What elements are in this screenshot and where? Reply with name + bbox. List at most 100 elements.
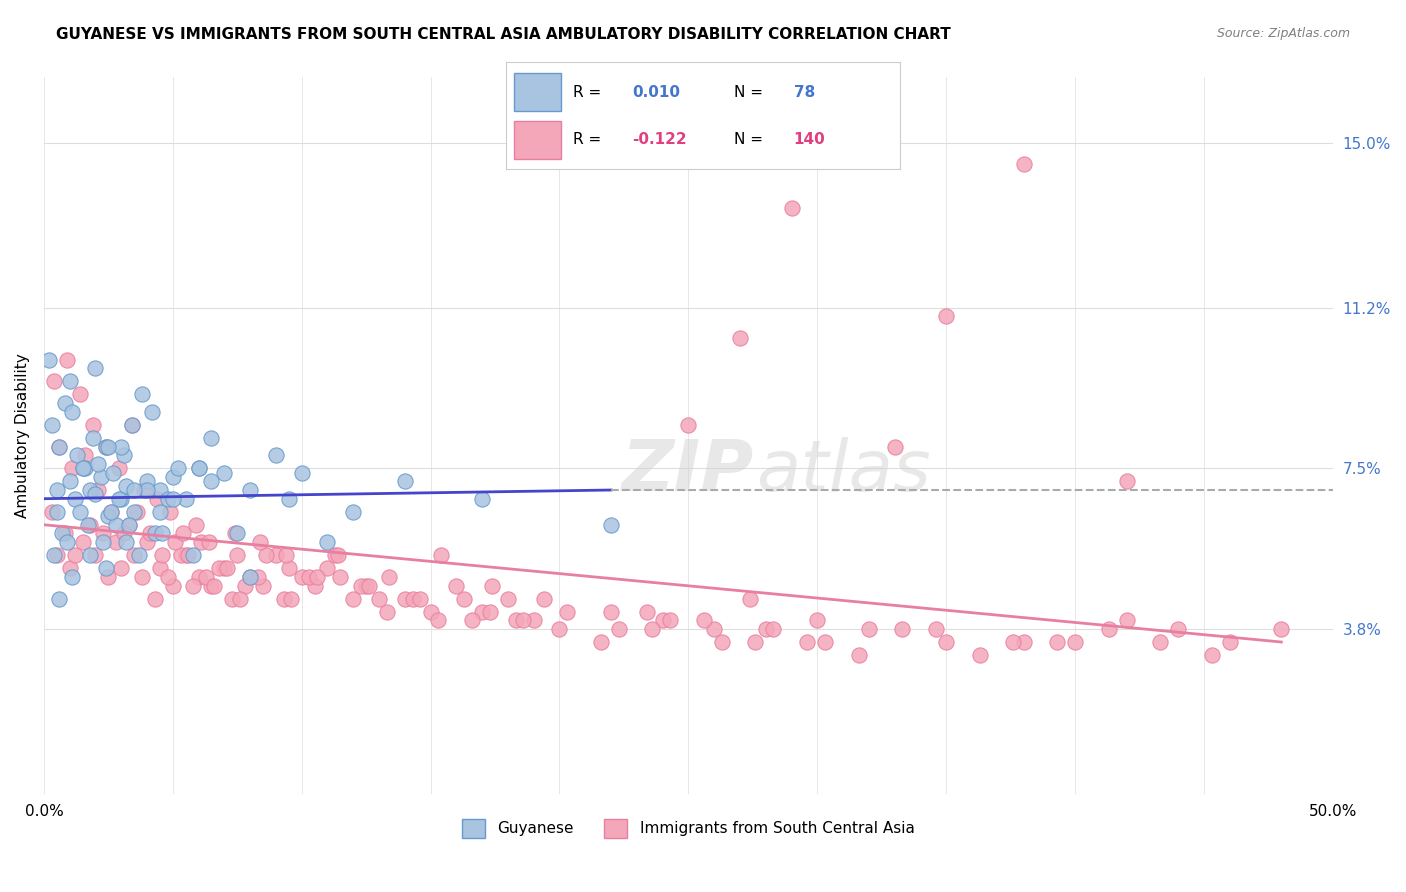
Point	[277, 491, 299, 506]
Point	[110, 440, 132, 454]
Point	[45, 483, 67, 497]
Point	[44, 548, 66, 562]
Point	[1219, 635, 1241, 649]
Point	[183, 578, 205, 592]
Point	[1046, 635, 1069, 649]
Point	[162, 491, 184, 506]
Point	[342, 591, 364, 606]
Point	[523, 613, 546, 627]
Point	[72, 461, 94, 475]
Point	[307, 570, 329, 584]
Point	[394, 591, 416, 606]
Point	[138, 526, 160, 541]
Point	[41, 505, 63, 519]
Point	[60, 405, 83, 419]
Point	[378, 570, 401, 584]
Point	[224, 526, 246, 541]
Point	[100, 505, 122, 519]
Point	[63, 548, 86, 562]
Point	[471, 605, 494, 619]
Point	[105, 517, 128, 532]
Point	[548, 622, 571, 636]
Y-axis label: Ambulatory Disability: Ambulatory Disability	[15, 353, 30, 518]
Point	[246, 570, 269, 584]
Point	[471, 491, 494, 506]
Point	[69, 387, 91, 401]
Point	[44, 375, 66, 389]
Point	[710, 635, 733, 649]
Point	[198, 535, 221, 549]
Point	[368, 591, 391, 606]
Point	[703, 622, 725, 636]
Point	[651, 613, 673, 627]
Point	[848, 648, 870, 662]
Point	[183, 548, 205, 562]
Point	[883, 440, 905, 454]
Point	[94, 440, 117, 454]
Text: GUYANESE VS IMMIGRANTS FROM SOUTH CENTRAL ASIA AMBULATORY DISABILITY CORRELATION: GUYANESE VS IMMIGRANTS FROM SOUTH CENTRA…	[56, 27, 950, 42]
Point	[744, 635, 766, 649]
Point	[316, 561, 339, 575]
Point	[60, 461, 83, 475]
Point	[121, 417, 143, 432]
Point	[100, 505, 122, 519]
Point	[239, 570, 262, 584]
Point	[814, 635, 837, 649]
Point	[56, 535, 79, 549]
Point	[190, 535, 212, 549]
Point	[277, 561, 299, 575]
Point	[329, 570, 352, 584]
Point	[94, 440, 117, 454]
Point	[291, 466, 314, 480]
Point	[200, 578, 222, 592]
Point	[481, 578, 503, 592]
Point	[600, 605, 623, 619]
Point	[200, 475, 222, 489]
Point	[1270, 622, 1292, 636]
Text: N =: N =	[734, 85, 768, 100]
Point	[453, 591, 475, 606]
Text: 78: 78	[793, 85, 815, 100]
Point	[56, 352, 79, 367]
Point	[97, 440, 120, 454]
Point	[187, 570, 209, 584]
Point	[323, 548, 346, 562]
Point	[94, 561, 117, 575]
Point	[84, 487, 107, 501]
Point	[59, 561, 82, 575]
Point	[48, 440, 70, 454]
Point	[146, 491, 169, 506]
Text: N =: N =	[734, 132, 768, 147]
Point	[136, 483, 159, 497]
Point	[87, 457, 110, 471]
Point	[1097, 622, 1119, 636]
Point	[419, 605, 441, 619]
Point	[208, 561, 231, 575]
Point	[156, 570, 179, 584]
Point	[107, 491, 129, 506]
Point	[394, 475, 416, 489]
Point	[229, 591, 252, 606]
Point	[600, 517, 623, 532]
Point	[249, 535, 271, 549]
Point	[87, 483, 110, 497]
Text: Source: ZipAtlas.com: Source: ZipAtlas.com	[1216, 27, 1350, 40]
Point	[122, 548, 145, 562]
Point	[264, 548, 287, 562]
Point	[84, 361, 107, 376]
Point	[72, 461, 94, 475]
Point	[1201, 648, 1223, 662]
Point	[79, 548, 101, 562]
Point	[636, 605, 658, 619]
Text: atlas: atlas	[756, 437, 931, 506]
Point	[91, 526, 114, 541]
Point	[215, 561, 238, 575]
Point	[891, 622, 914, 636]
Point	[1064, 635, 1087, 649]
Point	[45, 505, 67, 519]
Text: -0.122: -0.122	[633, 132, 686, 147]
Point	[693, 613, 716, 627]
Point	[45, 548, 67, 562]
Point	[75, 461, 97, 475]
Point	[128, 548, 150, 562]
